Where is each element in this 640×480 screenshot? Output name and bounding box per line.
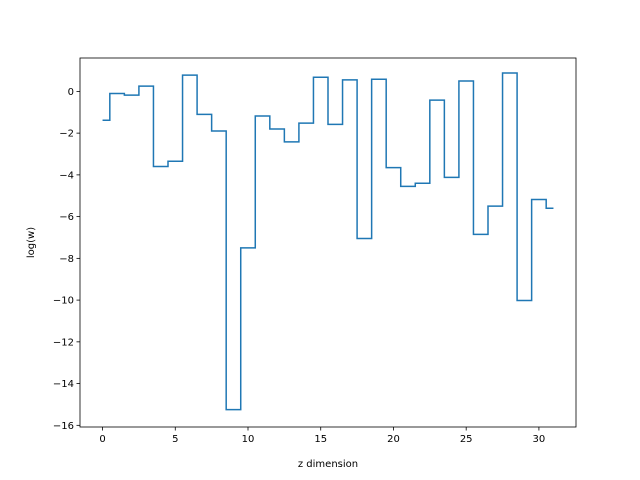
x-tick-label: 30 [533,434,546,445]
x-tick-label: 0 [99,434,105,445]
y-tick-label: −14 [53,379,74,390]
y-tick-label: 0 [68,87,74,98]
x-tick-label: 25 [460,434,473,445]
x-tick-label: 20 [387,434,400,445]
x-tick-label: 10 [242,434,255,445]
x-axis-ticks: 0 5 10 15 20 25 30 [99,427,545,445]
y-tick-label: −16 [53,421,74,432]
y-axis-ticks: −16 −14 −12 −10 −8 −6 −4 −2 0 [53,87,80,432]
series-line-0 [102,72,554,411]
y-tick-label: −10 [53,296,74,307]
x-tick-label: 5 [172,434,178,445]
y-tick-label: −8 [59,254,74,265]
y-tick-label: −4 [59,170,74,181]
x-axis-label: z dimension [298,459,358,470]
series-layer [102,72,554,411]
y-tick-label: −2 [59,129,74,140]
x-tick-label: 15 [314,434,327,445]
y-axis-label: log(w) [26,227,37,258]
plot-frame [79,57,577,428]
y-tick-label: −12 [53,337,74,348]
y-tick-label: −6 [59,212,74,223]
